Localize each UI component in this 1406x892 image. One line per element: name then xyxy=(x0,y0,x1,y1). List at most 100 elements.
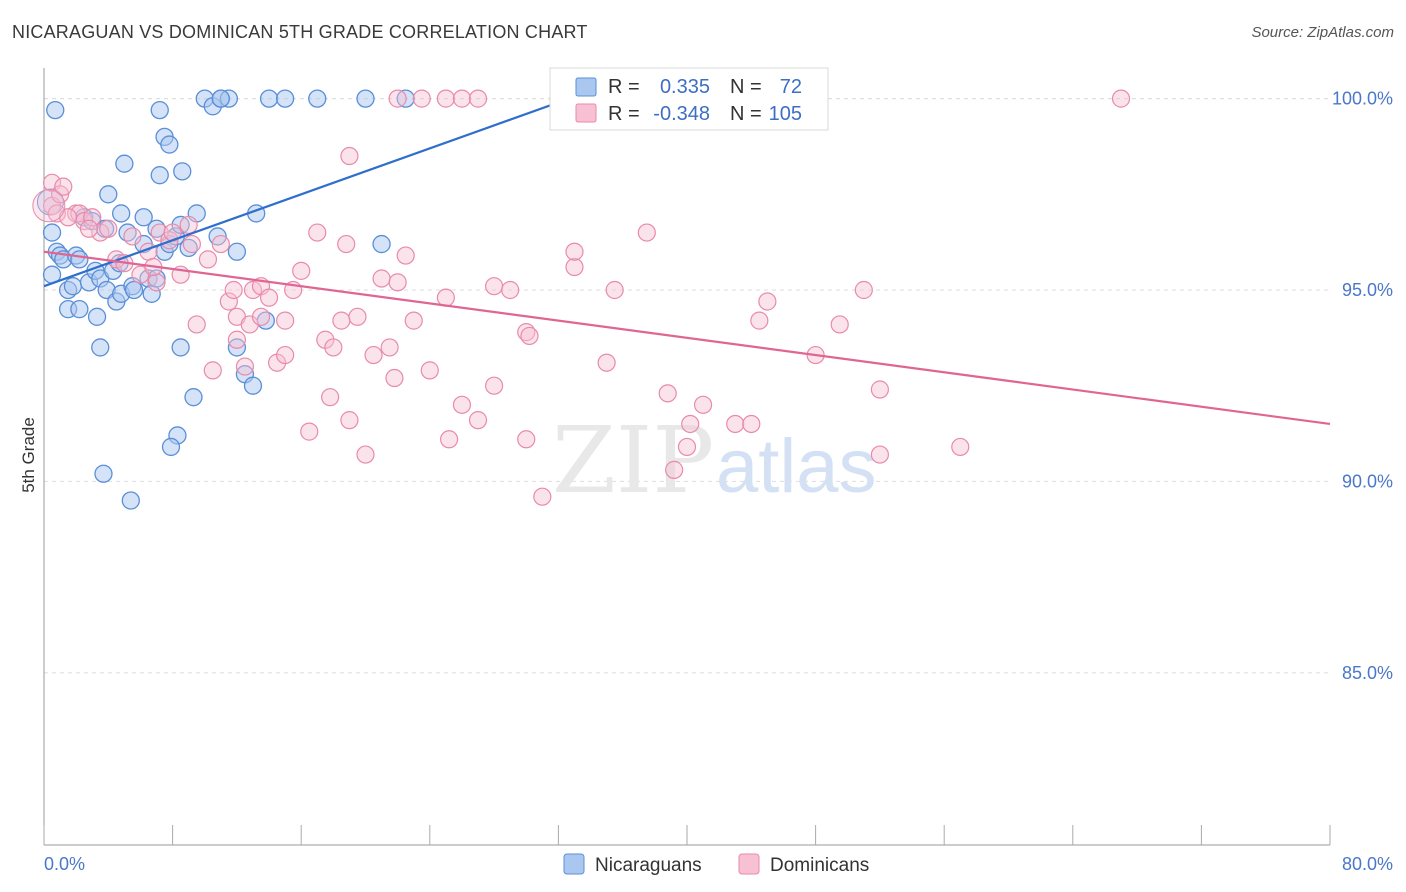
dominican-point xyxy=(227,330,246,349)
nicaraguan-point xyxy=(99,185,118,204)
nicaraguan-point xyxy=(94,464,113,483)
nicaraguan-point xyxy=(160,135,179,154)
dominican-point xyxy=(356,445,375,464)
y-axis-title: 5th Grade xyxy=(19,417,38,493)
dominican-point xyxy=(340,411,359,430)
nicaraguan-point xyxy=(173,162,192,181)
dominican-point xyxy=(485,277,504,296)
legend-r-value-2: -0.348 xyxy=(653,103,710,125)
dominicans-trend-line xyxy=(43,250,1331,426)
dominican-point xyxy=(203,361,222,380)
dominican-point xyxy=(276,311,295,330)
y-tick-label-100: 100.0% xyxy=(1332,89,1393,109)
nicaraguan-point xyxy=(87,307,107,326)
dominican-point xyxy=(364,345,383,365)
nicaraguan-point xyxy=(121,491,140,510)
dominican-point xyxy=(187,315,206,334)
bottom-legend-label-dominicans: Dominicans xyxy=(770,855,869,876)
source-label: Source: ZipAtlas.com xyxy=(1251,24,1394,41)
dominican-point xyxy=(182,234,201,254)
dominican-point xyxy=(452,89,472,108)
dominican-point xyxy=(99,219,118,238)
dominican-point xyxy=(597,353,616,372)
dominican-point xyxy=(452,395,472,414)
x-tick-labels: 0.0% 80.0% xyxy=(44,854,1393,874)
nicaraguan-point xyxy=(70,299,89,319)
nicaraguan-point xyxy=(91,338,110,357)
y-tick-label-85: 85.0% xyxy=(1342,663,1393,683)
nicaraguan-point xyxy=(124,280,144,300)
legend-swatch-blue xyxy=(575,77,597,97)
dominican-point xyxy=(292,261,311,280)
dominican-point xyxy=(468,411,488,430)
dominican-point xyxy=(123,227,142,246)
nicaraguan-point xyxy=(171,338,190,357)
dominican-point xyxy=(276,345,295,365)
x-tick-label-max: 80.0% xyxy=(1342,854,1393,874)
dominican-point xyxy=(340,146,359,166)
dominican-point xyxy=(501,280,520,300)
dominican-point xyxy=(520,326,539,346)
nicaraguan-point xyxy=(70,250,89,269)
dominican-point xyxy=(404,311,423,330)
nicaraguan-point xyxy=(150,100,169,120)
nicaraguan-point xyxy=(134,208,153,227)
nicaraguan-point xyxy=(227,338,247,357)
dominican-point xyxy=(372,269,391,288)
bottom-legend-swatch-pink xyxy=(738,853,760,875)
dominican-point xyxy=(658,384,677,403)
dominican-point xyxy=(951,437,970,457)
nicaraguan-point xyxy=(211,89,230,108)
nicaraguan-point xyxy=(115,154,134,173)
trend-lines xyxy=(43,78,1331,426)
dominican-point xyxy=(179,215,198,235)
dominican-point xyxy=(750,311,769,330)
dominican-point xyxy=(396,246,415,265)
dominican-point xyxy=(32,189,66,223)
legend-n-label-2: N = xyxy=(730,103,762,125)
nicaraguan-point xyxy=(112,204,131,223)
legend-n-label-1: N = xyxy=(730,76,762,98)
nicaraguan-point xyxy=(63,277,83,296)
dominican-point xyxy=(198,250,218,269)
bottom-legend-swatch-blue xyxy=(563,853,585,875)
dominican-point xyxy=(47,204,66,223)
dominican-point xyxy=(147,273,166,292)
dominican-point xyxy=(251,307,271,326)
watermark-zip: ZIP xyxy=(552,407,714,514)
dominican-point xyxy=(224,280,243,300)
dominican-point xyxy=(150,223,169,242)
y-tick-label-90: 90.0% xyxy=(1342,471,1393,491)
dominican-point xyxy=(259,288,279,307)
dominican-point xyxy=(235,357,255,376)
dominican-point xyxy=(870,445,890,464)
correlation-legend: R = 0.335 N = 72 R = -0.348 N = 105 xyxy=(549,67,829,131)
dominican-point xyxy=(83,208,102,227)
nicaraguan-point xyxy=(227,242,247,261)
nicaraguan-point xyxy=(275,89,295,108)
dominican-point xyxy=(436,288,455,307)
dominican-point xyxy=(348,307,367,326)
y-tick-labels: 85.0% 90.0% 95.0% 100.0% xyxy=(1332,89,1393,683)
dominican-point xyxy=(665,460,684,479)
dominican-point xyxy=(439,430,459,449)
dominican-point xyxy=(308,223,327,242)
nicaraguan-point xyxy=(161,437,181,457)
grid-lines xyxy=(44,98,1330,674)
dominican-point xyxy=(79,219,99,238)
legend-n-value-1: 72 xyxy=(780,76,802,98)
dominican-point xyxy=(420,361,439,380)
dominican-point xyxy=(54,177,73,196)
legend-r-value-1: 0.335 xyxy=(660,76,710,98)
nicaraguan-point xyxy=(184,388,203,407)
dominican-point xyxy=(870,380,890,399)
dominican-point xyxy=(565,257,584,277)
dominican-point xyxy=(485,376,504,395)
nicaraguan-point xyxy=(243,376,263,395)
dominican-point xyxy=(565,242,584,261)
dominican-point xyxy=(324,338,343,357)
axes xyxy=(43,68,1331,846)
dominican-point xyxy=(726,414,745,434)
dominican-point xyxy=(321,388,340,407)
legend-n-value-2: 105 xyxy=(769,103,802,125)
